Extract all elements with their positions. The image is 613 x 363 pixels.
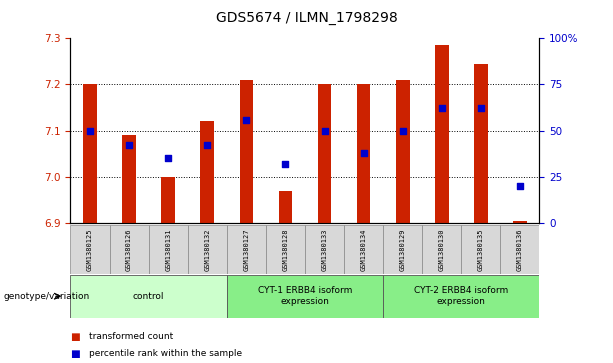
Point: [476, 106, 485, 111]
Text: percentile rank within the sample: percentile rank within the sample: [89, 350, 242, 358]
Text: GSM1380125: GSM1380125: [87, 228, 93, 271]
Point: [242, 117, 251, 122]
Text: ■: ■: [70, 331, 80, 342]
Bar: [70, 225, 110, 274]
Bar: [396, 80, 409, 223]
Bar: [383, 275, 539, 318]
Point: [437, 106, 447, 111]
Bar: [227, 275, 383, 318]
Point: [163, 155, 173, 161]
Bar: [305, 225, 344, 274]
Point: [319, 128, 329, 134]
Bar: [500, 225, 539, 274]
Bar: [357, 84, 370, 223]
Point: [124, 143, 134, 148]
Text: transformed count: transformed count: [89, 332, 173, 341]
Bar: [318, 84, 332, 223]
Bar: [383, 225, 422, 274]
Bar: [200, 121, 214, 223]
Point: [398, 128, 408, 134]
Bar: [240, 80, 253, 223]
Text: GSM1380130: GSM1380130: [439, 228, 445, 271]
Bar: [513, 221, 527, 223]
Bar: [110, 225, 149, 274]
Text: GSM1380135: GSM1380135: [478, 228, 484, 271]
Bar: [161, 177, 175, 223]
Point: [85, 128, 95, 134]
Bar: [188, 225, 227, 274]
Bar: [474, 64, 488, 223]
Bar: [435, 45, 449, 223]
Text: GSM1380132: GSM1380132: [204, 228, 210, 271]
Point: [281, 161, 291, 167]
Text: GSM1380127: GSM1380127: [243, 228, 249, 271]
Text: GSM1380126: GSM1380126: [126, 228, 132, 271]
Text: GSM1380133: GSM1380133: [321, 228, 327, 271]
Bar: [227, 225, 266, 274]
Bar: [83, 84, 97, 223]
Bar: [422, 225, 462, 274]
Bar: [122, 135, 136, 223]
Bar: [149, 225, 188, 274]
Point: [202, 143, 212, 148]
Bar: [266, 225, 305, 274]
Text: GSM1380128: GSM1380128: [283, 228, 289, 271]
Bar: [70, 275, 227, 318]
Text: GSM1380131: GSM1380131: [165, 228, 171, 271]
Point: [515, 183, 525, 189]
Text: CYT-2 ERBB4 isoform
expression: CYT-2 ERBB4 isoform expression: [414, 286, 508, 306]
Text: GSM1380129: GSM1380129: [400, 228, 406, 271]
Text: CYT-1 ERBB4 isoform
expression: CYT-1 ERBB4 isoform expression: [258, 286, 352, 306]
Text: GDS5674 / ILMN_1798298: GDS5674 / ILMN_1798298: [216, 11, 397, 25]
Text: GSM1380134: GSM1380134: [360, 228, 367, 271]
Bar: [462, 225, 500, 274]
Bar: [344, 225, 383, 274]
Text: GSM1380136: GSM1380136: [517, 228, 523, 271]
Text: genotype/variation: genotype/variation: [3, 292, 89, 301]
Point: [359, 150, 368, 156]
Text: ■: ■: [70, 349, 80, 359]
Bar: [278, 191, 292, 223]
Text: control: control: [133, 292, 164, 301]
